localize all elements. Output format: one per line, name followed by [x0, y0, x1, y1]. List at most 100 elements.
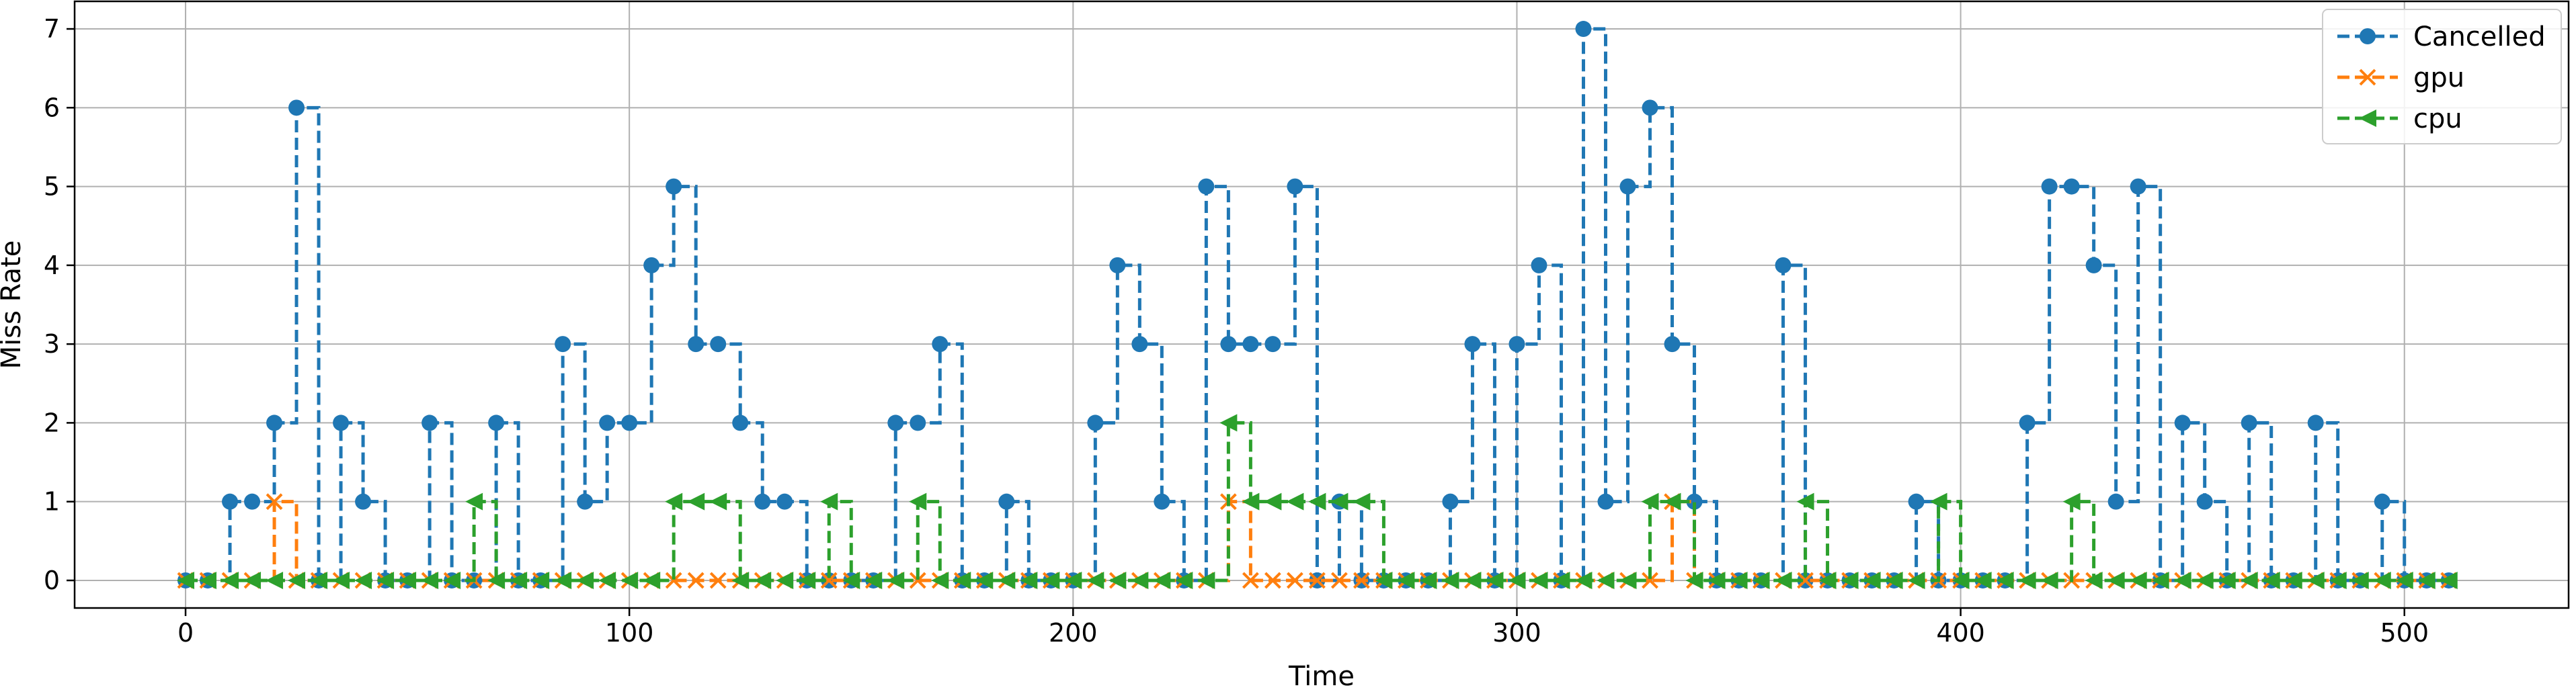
data-point — [776, 493, 793, 510]
data-point — [1220, 336, 1237, 353]
data-point — [1574, 571, 1593, 589]
data-point — [421, 571, 439, 589]
data-point — [177, 571, 195, 589]
data-point — [1419, 571, 1437, 589]
plot-series — [177, 21, 2458, 589]
data-point — [1175, 571, 1193, 589]
data-point — [576, 571, 594, 589]
data-point — [754, 571, 772, 589]
y-tick-label: 5 — [44, 172, 60, 202]
data-point — [2040, 571, 2058, 589]
data-point — [620, 571, 639, 589]
data-point — [1863, 571, 1881, 589]
data-point — [2151, 571, 2169, 589]
data-point — [1508, 571, 1526, 589]
data-point — [887, 415, 904, 431]
data-point — [1663, 492, 1681, 511]
data-point — [1086, 571, 1104, 589]
data-point — [1486, 571, 1504, 589]
data-point — [1242, 492, 1260, 511]
data-point — [1286, 572, 1303, 589]
data-point — [2329, 571, 2347, 589]
data-point — [643, 571, 661, 589]
data-point — [1974, 571, 1992, 589]
data-point — [665, 492, 683, 511]
x-tick-label: 300 — [1492, 618, 1541, 648]
data-point — [199, 571, 217, 589]
data-point — [1242, 336, 1259, 353]
data-point — [1308, 492, 1326, 511]
data-point — [288, 99, 305, 116]
data-point — [910, 415, 926, 431]
data-point — [222, 493, 239, 510]
x-tick-label: 0 — [177, 618, 194, 648]
x-tick-label: 400 — [1936, 618, 1985, 648]
data-point — [2018, 571, 2036, 589]
data-point — [399, 571, 417, 589]
y-tick-label: 7 — [44, 14, 60, 44]
y-axis-label: Miss Rate — [0, 241, 27, 369]
data-point — [864, 571, 883, 589]
data-point — [1109, 571, 1127, 589]
data-point — [1707, 571, 1726, 589]
data-point — [1907, 571, 1925, 589]
data-point — [577, 493, 594, 510]
data-point — [1463, 571, 1482, 589]
data-point — [2351, 571, 2369, 589]
data-point — [1841, 571, 1859, 589]
data-point — [1929, 492, 1947, 511]
data-point — [488, 415, 505, 431]
data-point — [288, 571, 306, 589]
data-point — [1908, 493, 1925, 510]
data-point — [1797, 572, 1814, 589]
data-point — [2085, 571, 2103, 589]
data-point — [2129, 571, 2147, 589]
data-point — [2374, 493, 2390, 510]
data-point — [1774, 571, 1792, 589]
data-point — [1087, 415, 1104, 431]
data-point — [1397, 571, 1415, 589]
legend-label: gpu — [2413, 62, 2464, 93]
data-point — [1375, 571, 1393, 589]
data-point — [842, 571, 860, 589]
legend-label: Cancelled — [2413, 21, 2546, 52]
data-point — [1752, 571, 1770, 589]
legend-item-series-cpu: cpu — [2337, 103, 2462, 134]
data-point — [754, 493, 771, 510]
data-point — [1042, 571, 1060, 589]
data-point — [709, 492, 727, 511]
data-point — [1597, 571, 1615, 589]
data-point — [598, 571, 616, 589]
data-point — [1685, 571, 1703, 589]
data-point — [1308, 572, 1326, 589]
data-point — [687, 572, 705, 589]
data-point — [1642, 99, 1658, 116]
data-point — [1330, 492, 1349, 511]
data-point — [621, 415, 638, 431]
data-point — [2196, 493, 2213, 510]
data-point — [1442, 493, 1459, 510]
data-point — [1154, 493, 1170, 510]
data-point — [1530, 571, 1548, 589]
data-point — [2062, 492, 2081, 511]
data-point — [975, 571, 994, 589]
legend-marker — [2360, 28, 2376, 44]
data-point — [421, 415, 438, 431]
data-point — [998, 493, 1015, 510]
data-point — [1109, 257, 1126, 273]
data-point — [510, 571, 528, 589]
legend: Cancelled gpu cpu — [2322, 9, 2562, 144]
data-point — [2240, 571, 2258, 589]
data-point — [1198, 178, 1215, 195]
data-point — [1264, 492, 1282, 511]
data-point — [998, 571, 1016, 589]
data-point — [1664, 336, 1681, 353]
data-point — [1464, 336, 1481, 353]
data-point — [2284, 571, 2302, 589]
data-point — [887, 571, 905, 589]
data-point — [1531, 257, 1547, 273]
data-point — [2373, 571, 2391, 589]
data-point — [1642, 572, 1658, 589]
data-point — [1020, 571, 1038, 589]
